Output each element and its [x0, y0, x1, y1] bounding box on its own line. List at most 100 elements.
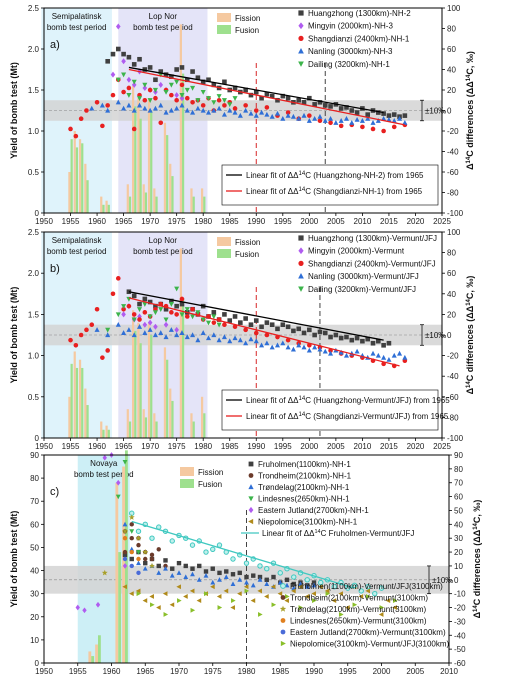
y-tick-label: 0.5 — [28, 393, 40, 402]
data-point — [354, 348, 360, 354]
data-point — [385, 598, 391, 604]
legend-marker — [298, 22, 304, 30]
data-point — [211, 82, 217, 88]
bar-fusion — [70, 363, 73, 438]
data-point — [121, 306, 126, 312]
series — [89, 99, 408, 125]
data-point — [232, 324, 238, 330]
y2-tick-label: -50 — [454, 645, 466, 654]
data-point — [376, 110, 381, 115]
x-tick-label: 1975 — [168, 442, 186, 451]
data-point — [381, 354, 387, 360]
data-point — [274, 342, 281, 348]
legend-label: Fruholmen(1100km)-Vermunt/JFJ(3100km) — [290, 582, 443, 591]
y2-tick-label: -40 — [447, 372, 459, 381]
bar-fusion — [150, 335, 153, 438]
bar-fusion — [75, 147, 79, 213]
data-point — [156, 605, 161, 610]
y-tick-label: 40 — [30, 567, 39, 576]
data-point — [301, 112, 307, 118]
x-tick-label: 1995 — [274, 217, 292, 226]
data-point — [203, 569, 209, 574]
data-point — [211, 107, 217, 113]
data-point — [78, 332, 84, 338]
data-point — [365, 588, 370, 594]
data-point — [153, 95, 158, 101]
data-point — [179, 102, 185, 108]
data-point — [237, 591, 242, 597]
data-point — [284, 577, 290, 582]
legend-label: Nanling (3000km)-Vermunt/JFJ — [308, 272, 419, 281]
data-point — [200, 317, 206, 323]
data-point — [131, 126, 137, 132]
y2-tick-label: -60 — [447, 168, 459, 177]
data-point — [126, 93, 132, 98]
y2-tick-label: 80 — [447, 249, 456, 258]
data-point — [190, 306, 195, 312]
data-point — [128, 514, 135, 520]
data-point — [174, 97, 179, 103]
data-point — [301, 330, 307, 336]
data-point — [338, 123, 344, 129]
data-point — [170, 566, 175, 571]
bar-fission — [100, 421, 103, 438]
legend-marker — [298, 61, 304, 67]
data-point — [237, 577, 243, 582]
data-point — [243, 87, 248, 93]
data-point — [298, 605, 304, 610]
data-point — [317, 329, 323, 335]
legend-marker — [248, 473, 254, 478]
data-point — [163, 612, 169, 617]
x-tick-label: 1965 — [136, 667, 154, 676]
y-tick-label: 10 — [30, 636, 39, 645]
data-point — [269, 93, 275, 99]
fit-legend-label: Linear fit of ΔΔ14C (Huangzhong-NH-2) fr… — [246, 171, 424, 180]
data-point — [253, 318, 259, 323]
data-point — [94, 306, 100, 312]
data-point — [115, 77, 121, 83]
data-point — [257, 574, 263, 580]
data-point — [284, 598, 289, 604]
bar-fusion — [166, 135, 169, 213]
data-point — [121, 58, 126, 65]
data-point — [136, 570, 141, 576]
data-point — [174, 105, 180, 111]
data-point — [163, 558, 168, 563]
data-point — [349, 337, 355, 343]
data-point — [301, 344, 307, 350]
legend-marker — [298, 286, 304, 292]
legend-label-fusion: Fusion — [198, 480, 222, 489]
y2-tick-label: -60 — [454, 659, 466, 668]
x-tick-label: 1965 — [115, 217, 133, 226]
data-point — [354, 110, 360, 115]
data-point — [115, 99, 121, 105]
y2-axis-label-part: C, ‰) — [465, 276, 475, 300]
data-point — [264, 566, 270, 572]
data-point — [126, 102, 132, 108]
series — [129, 510, 385, 597]
fit-legend-label: Linear fit of ΔΔ14C Fruholmen-Vermunt/JF… — [262, 529, 414, 538]
data-point — [243, 103, 248, 108]
data-point — [381, 115, 387, 121]
legend-marker — [280, 629, 286, 635]
y2-axis-label-part: Δ — [465, 387, 475, 394]
data-point — [370, 350, 376, 356]
data-point — [253, 108, 259, 113]
data-point — [184, 87, 190, 93]
data-point — [248, 92, 254, 98]
legend-swatch-fission — [180, 467, 194, 476]
panel-label: a) — [50, 39, 60, 51]
data-point — [343, 352, 350, 358]
band-10-permil — [44, 100, 442, 121]
data-point — [126, 85, 132, 91]
data-point — [290, 113, 296, 119]
data-point — [345, 605, 350, 610]
data-point — [322, 117, 328, 123]
y-tick-label: 0.5 — [28, 168, 40, 177]
data-point — [195, 310, 201, 316]
data-point — [216, 337, 222, 343]
series — [122, 521, 317, 591]
data-point — [99, 102, 105, 108]
data-point — [227, 102, 233, 108]
bar-fusion — [128, 196, 132, 213]
